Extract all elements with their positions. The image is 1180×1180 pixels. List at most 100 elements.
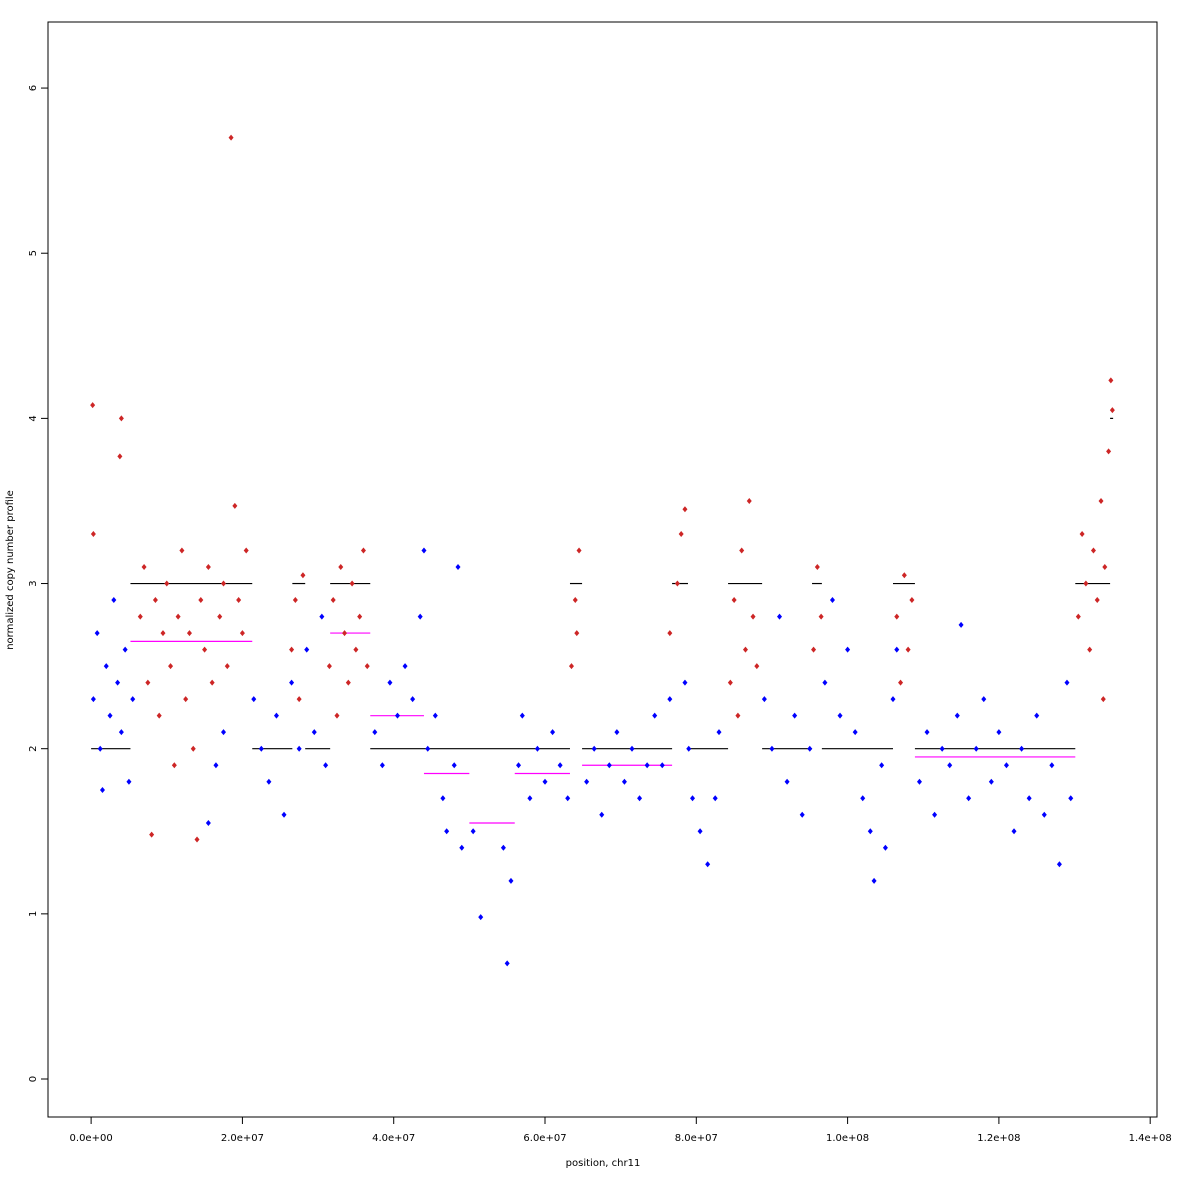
data-point: [667, 630, 673, 637]
x-tick-label: 1.4e+08: [1129, 1133, 1172, 1144]
data-point: [591, 745, 597, 752]
data-point: [932, 811, 938, 818]
data-point: [1003, 762, 1009, 769]
x-tick-label: 1.2e+08: [977, 1133, 1020, 1144]
data-point: [799, 811, 805, 818]
data-point: [750, 613, 756, 620]
data-point: [111, 597, 117, 604]
data-point: [330, 597, 336, 604]
data-point: [784, 778, 790, 785]
data-point: [90, 402, 96, 409]
data-point: [890, 696, 896, 703]
data-point: [901, 572, 907, 579]
x-tick-label: 1.0e+08: [826, 1133, 869, 1144]
data-point: [221, 580, 227, 587]
data-point: [761, 696, 767, 703]
x-tick-label: 6.0e+07: [523, 1133, 566, 1144]
data-point: [879, 762, 885, 769]
data-point: [1049, 762, 1055, 769]
data-point: [508, 877, 514, 884]
data-point: [818, 613, 824, 620]
data-point: [822, 679, 828, 686]
data-point: [118, 729, 124, 736]
data-point: [183, 696, 189, 703]
data-point: [213, 762, 219, 769]
data-point: [126, 778, 132, 785]
data-point: [614, 729, 620, 736]
data-point: [243, 547, 249, 554]
data-point: [1100, 696, 1106, 703]
data-point: [629, 745, 635, 752]
data-point: [357, 613, 363, 620]
data-point: [1068, 795, 1074, 802]
y-tick-label: 6: [28, 85, 39, 91]
data-point: [988, 778, 994, 785]
data-point: [754, 663, 760, 670]
data-point: [527, 795, 533, 802]
data-point: [323, 762, 329, 769]
data-point: [1102, 564, 1108, 571]
data-point: [947, 762, 953, 769]
data-point: [1094, 597, 1100, 604]
data-point: [686, 745, 692, 752]
data-point: [417, 613, 423, 620]
data-point: [667, 696, 673, 703]
data-point: [504, 960, 510, 967]
data-point: [103, 663, 109, 670]
data-point: [500, 844, 506, 851]
data-point: [731, 597, 737, 604]
data-point: [349, 580, 355, 587]
data-point: [209, 679, 215, 686]
data-point: [678, 530, 684, 537]
data-point: [572, 597, 578, 604]
data-point: [410, 696, 416, 703]
data-point: [239, 630, 245, 637]
data-point: [292, 597, 298, 604]
data-point: [905, 646, 911, 653]
data-point: [550, 729, 556, 736]
data-point: [599, 811, 605, 818]
data-point: [194, 836, 200, 843]
data-point: [311, 729, 317, 736]
data-point: [304, 646, 310, 653]
data-point: [954, 712, 960, 719]
data-point: [1019, 745, 1025, 752]
data-point: [190, 745, 196, 752]
data-point: [198, 597, 204, 604]
data-point: [149, 831, 155, 838]
y-axis-label: normalized copy number profile: [5, 490, 16, 650]
data-point: [1098, 497, 1104, 504]
data-point: [519, 712, 525, 719]
x-tick-label: 2.0e+07: [221, 1133, 264, 1144]
data-point: [289, 679, 295, 686]
data-point: [156, 712, 162, 719]
x-tick-label: 4.0e+07: [372, 1133, 415, 1144]
data-point: [1011, 828, 1017, 835]
data-point: [217, 613, 223, 620]
data-point: [746, 497, 752, 504]
data-point: [251, 696, 257, 703]
data-point: [894, 613, 900, 620]
data-point: [909, 597, 915, 604]
data-point: [202, 646, 208, 653]
data-point: [1064, 679, 1070, 686]
data-point: [565, 795, 571, 802]
data-point: [205, 820, 211, 827]
y-tick-label: 5: [28, 250, 39, 256]
data-point: [394, 712, 400, 719]
data-point: [534, 745, 540, 752]
data-point: [882, 844, 888, 851]
data-point: [652, 712, 658, 719]
data-point: [145, 679, 151, 686]
data-point: [141, 564, 147, 571]
data-point: [792, 712, 798, 719]
data-point: [342, 630, 348, 637]
data-point: [867, 828, 873, 835]
data-point: [516, 762, 522, 769]
data-point: [228, 134, 234, 141]
data-point: [117, 453, 123, 460]
plot-frame: [47, 21, 1158, 1118]
data-point: [296, 745, 302, 752]
data-point: [236, 597, 242, 604]
